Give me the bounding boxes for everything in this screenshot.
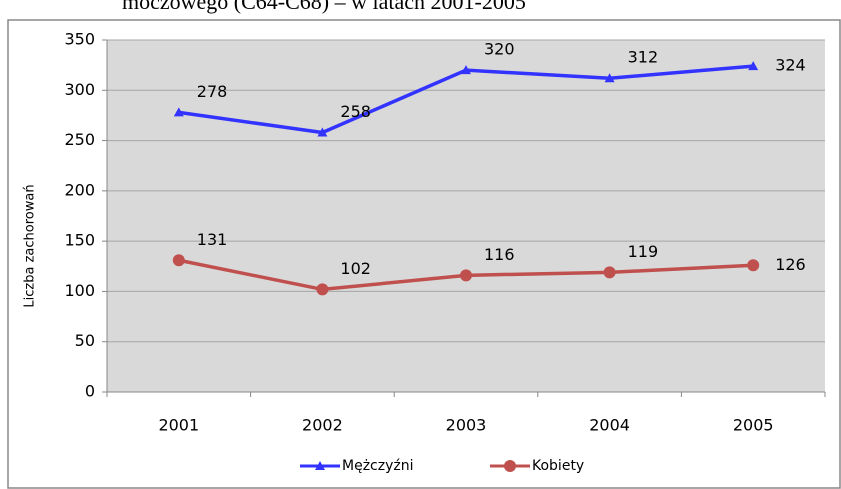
data-label: 126 <box>775 255 806 274</box>
data-label: 119 <box>628 242 659 261</box>
point <box>172 254 185 267</box>
x-tick-label: 2005 <box>733 416 774 435</box>
y-tick-label: 250 <box>64 130 95 149</box>
point <box>747 259 760 272</box>
point <box>461 65 471 75</box>
point <box>603 266 616 279</box>
plot-area <box>107 40 825 392</box>
chart-border <box>7 19 841 489</box>
y-tick-label: 300 <box>64 80 95 99</box>
data-label: 116 <box>484 245 515 264</box>
data-label: 131 <box>197 230 228 249</box>
y-tick-label: 350 <box>64 30 95 49</box>
point <box>316 283 329 296</box>
data-label: 258 <box>340 102 371 121</box>
y-tick-label: 150 <box>64 231 95 250</box>
y-tick-label: 50 <box>75 331 95 350</box>
point <box>173 107 184 117</box>
y-axis-label: Liczba zachorowań <box>23 184 38 307</box>
data-label: 278 <box>197 82 228 101</box>
x-tick-label: 2003 <box>446 416 487 435</box>
data-label: 320 <box>484 40 515 59</box>
data-label: 102 <box>340 259 371 278</box>
data-label: 324 <box>775 56 806 75</box>
y-tick-label: 100 <box>64 281 95 300</box>
point <box>604 73 615 83</box>
point <box>748 61 759 71</box>
point <box>315 461 325 470</box>
y-tick-label: 200 <box>64 180 95 199</box>
point <box>460 269 472 282</box>
y-tick-label: 0 <box>85 382 95 401</box>
legend-label: Kobiety <box>532 458 584 474</box>
legend-label: Mężczyźni <box>342 458 413 474</box>
x-tick-label: 2004 <box>589 416 630 435</box>
point <box>504 460 516 472</box>
point <box>317 127 328 137</box>
x-tick-label: 2002 <box>302 416 343 435</box>
x-tick-label: 2001 <box>158 416 199 435</box>
chart-title: moczowego (C64-C68) – w latach 2001-2005 <box>122 0 526 14</box>
data-label: 312 <box>628 48 659 67</box>
